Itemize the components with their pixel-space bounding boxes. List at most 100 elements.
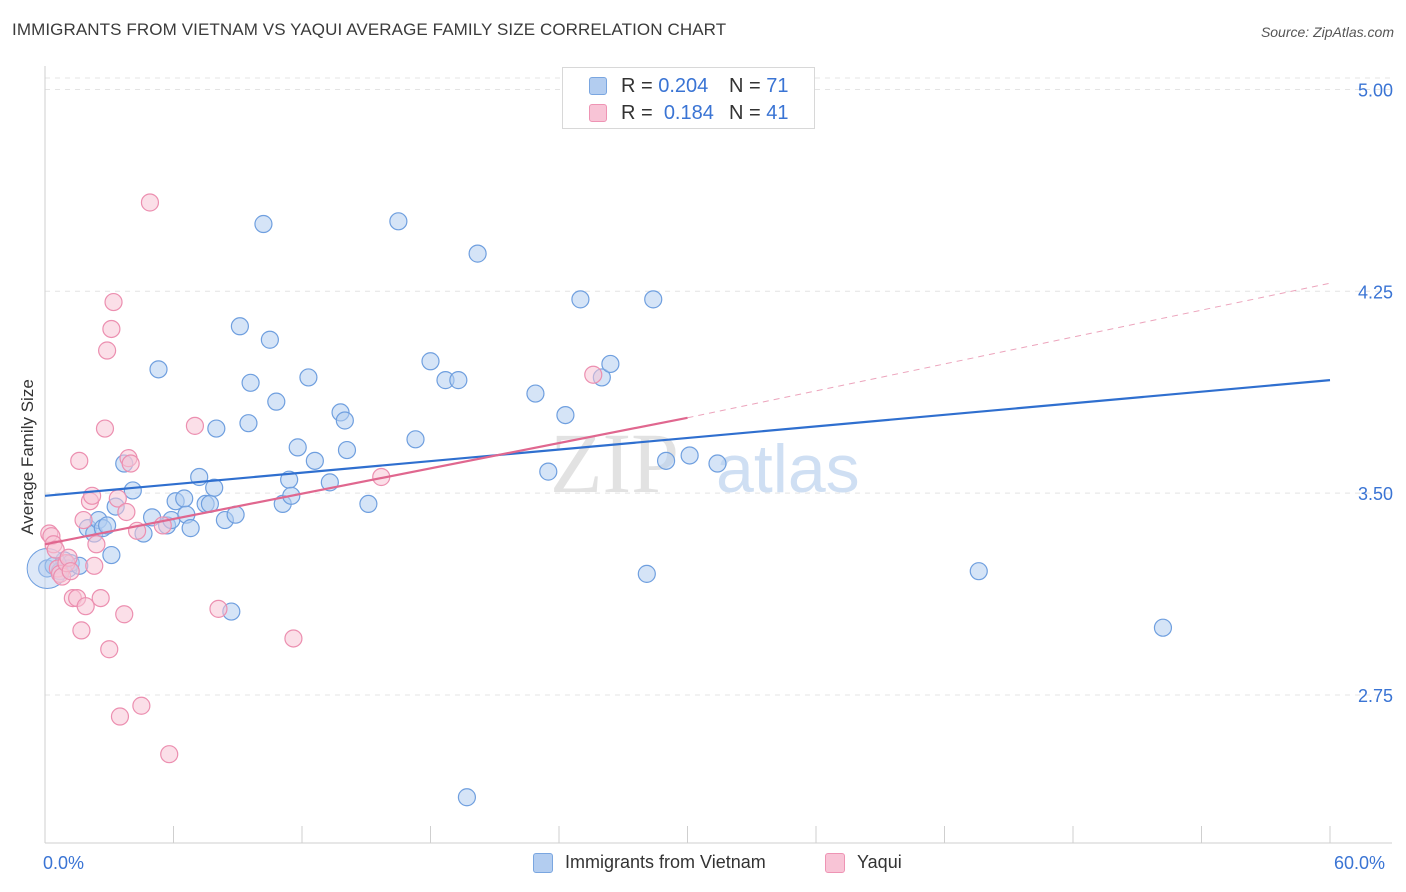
legend-n-value: 71 xyxy=(766,74,789,97)
y-tick-label: 3.50 xyxy=(1358,484,1393,504)
watermark-atlas: atlas xyxy=(716,431,860,507)
point-vietnam xyxy=(123,481,142,500)
point-vietnam xyxy=(526,384,545,403)
source-label: Source: ZipAtlas.com xyxy=(1260,24,1394,40)
legend-swatch-vietnam xyxy=(533,852,553,873)
point-vietnam xyxy=(288,438,307,457)
point-vietnam xyxy=(102,545,121,565)
point-vietnam xyxy=(637,564,656,583)
point-vietnam xyxy=(205,478,224,497)
point-vietnam xyxy=(260,330,279,349)
point-yaqui xyxy=(121,454,140,473)
axes xyxy=(44,66,1392,844)
point-vietnam xyxy=(468,244,487,263)
point-yaqui xyxy=(85,556,104,575)
series-legend: Immigrants from Vietnam Yaqui xyxy=(0,852,1406,878)
point-yaqui xyxy=(76,597,95,616)
point-yaqui xyxy=(100,640,119,659)
legend-row-vietnam: R = 0.204 N = 71 xyxy=(589,74,789,98)
point-yaqui xyxy=(61,562,80,581)
legend-swatch-blue xyxy=(589,77,607,95)
point-yaqui xyxy=(98,341,117,360)
point-vietnam xyxy=(181,519,200,538)
watermark: ZIP atlas xyxy=(550,415,860,511)
point-yaqui xyxy=(72,621,91,640)
point-vietnam xyxy=(680,446,699,465)
point-vietnam xyxy=(175,489,194,508)
legend-label-yaqui: Yaqui xyxy=(857,852,902,872)
point-yaqui xyxy=(115,605,134,624)
point-vietnam xyxy=(601,354,620,374)
point-yaqui xyxy=(110,707,130,726)
point-yaqui xyxy=(87,535,106,554)
trend-yaqui xyxy=(44,416,688,546)
point-vietnam xyxy=(571,290,590,309)
x-tick-max: 60.0% xyxy=(1334,853,1386,873)
point-vietnam xyxy=(406,430,425,449)
point-vietnam xyxy=(656,451,676,470)
legend-n-label: N = xyxy=(729,74,761,97)
point-yaqui xyxy=(185,416,205,435)
legend-item-yaqui: Yaqui xyxy=(825,852,902,873)
y-tick-label: 2.75 xyxy=(1358,686,1393,706)
point-yaqui xyxy=(70,451,89,470)
point-yaqui xyxy=(284,629,303,648)
point-vietnam xyxy=(457,788,477,807)
x-tick-min: 0.0% xyxy=(43,853,85,873)
point-vietnam xyxy=(449,371,468,390)
y-tick-label: 4.25 xyxy=(1358,282,1393,302)
point-vietnam xyxy=(149,360,168,379)
point-vietnam xyxy=(539,462,558,481)
point-vietnam xyxy=(241,373,260,392)
y-tick-label: 5.00 xyxy=(1358,80,1393,100)
point-vietnam xyxy=(708,454,727,473)
point-yaqui xyxy=(160,745,179,764)
point-vietnam xyxy=(239,414,258,433)
point-yaqui xyxy=(102,319,121,339)
point-vietnam xyxy=(556,405,575,425)
point-vietnam xyxy=(305,451,324,470)
point-yaqui xyxy=(209,599,228,618)
legend-r-value: 0.204 xyxy=(658,74,709,97)
point-yaqui xyxy=(584,365,603,384)
point-vietnam xyxy=(267,392,286,411)
point-vietnam xyxy=(421,352,440,371)
legend-n-value: 41 xyxy=(766,101,789,124)
point-yaqui xyxy=(117,502,136,522)
legend-r-label: R = xyxy=(621,74,653,97)
point-yaqui xyxy=(83,486,102,505)
point-yaqui xyxy=(132,696,151,715)
legend-item-vietnam: Immigrants from Vietnam xyxy=(533,852,766,873)
point-yaqui xyxy=(74,510,93,530)
trend-yaqui-extension xyxy=(687,282,1331,419)
point-yaqui xyxy=(140,193,160,212)
legend-label-vietnam: Immigrants from Vietnam xyxy=(565,852,766,872)
point-vietnam xyxy=(98,516,117,535)
point-yaqui xyxy=(95,419,115,438)
y-axis-label: Average Family Size xyxy=(18,379,37,535)
legend-swatch-pink xyxy=(589,104,607,122)
point-vietnam xyxy=(1153,618,1173,637)
point-vietnam xyxy=(335,411,354,430)
point-vietnam xyxy=(299,368,318,387)
point-vietnam xyxy=(230,317,249,336)
series-yaqui xyxy=(40,193,603,764)
point-vietnam xyxy=(644,290,663,309)
point-vietnam xyxy=(359,494,378,514)
trend-vietnam xyxy=(44,379,1331,497)
point-vietnam xyxy=(207,419,226,438)
correlation-legend: R = 0.204 N = 71 R = 0.184 N = 41 xyxy=(562,67,815,129)
legend-row-yaqui: R = 0.184 N = 41 xyxy=(589,101,789,125)
trend-lines xyxy=(44,282,1331,546)
legend-swatch-yaqui xyxy=(825,852,845,873)
point-yaqui xyxy=(91,588,110,608)
legend-r-value: 0.184 xyxy=(663,101,714,124)
point-vietnam xyxy=(389,212,408,231)
chart-title: IMMIGRANTS FROM VIETNAM VS YAQUI AVERAGE… xyxy=(12,20,727,39)
point-yaqui xyxy=(104,292,123,312)
point-vietnam xyxy=(337,440,357,460)
point-vietnam xyxy=(254,214,273,234)
tick-labels: 2.75 3.50 4.25 5.00 xyxy=(1358,80,1393,706)
point-vietnam xyxy=(969,562,988,581)
